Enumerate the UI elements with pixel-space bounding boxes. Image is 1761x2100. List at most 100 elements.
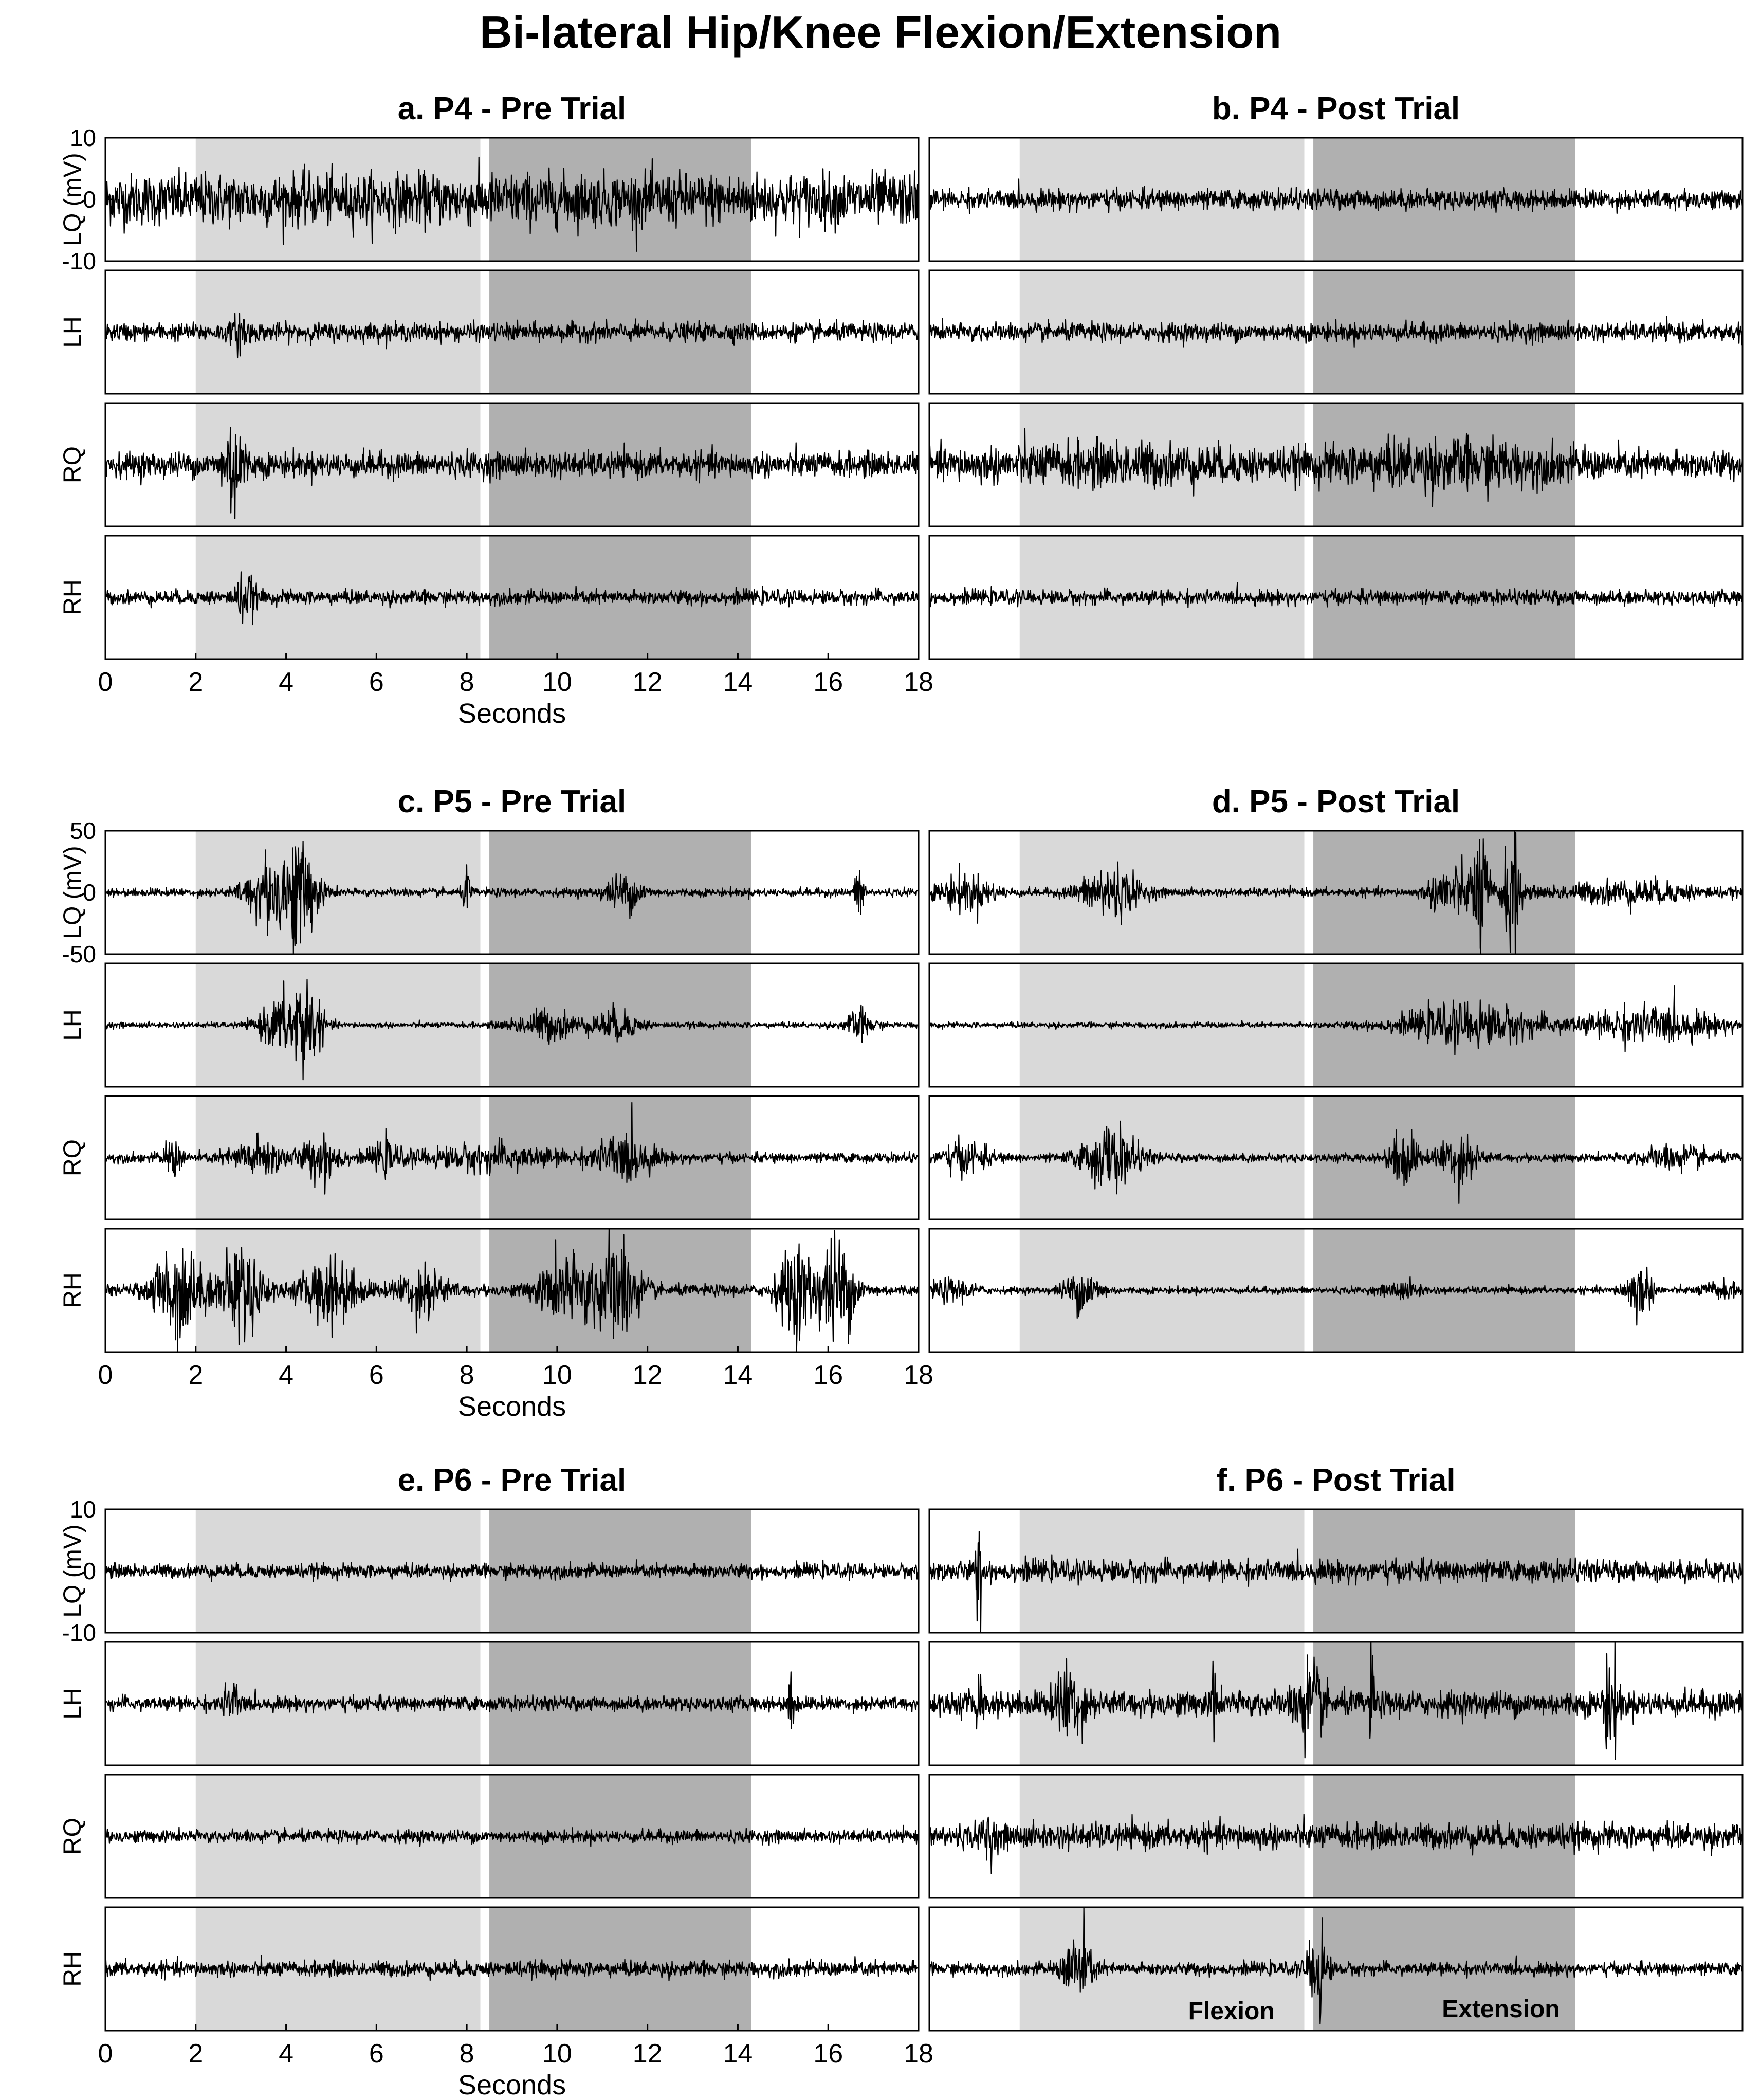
y-axis-label: LH bbox=[59, 316, 86, 348]
axes-lh bbox=[928, 269, 1744, 395]
axes-box bbox=[104, 1095, 920, 1220]
axes-box bbox=[928, 1228, 1744, 1353]
subplot-title: a. P4 - Pre Trial bbox=[398, 91, 627, 126]
x-tick-label: 18 bbox=[904, 2039, 933, 2069]
y-axis-label: LH bbox=[59, 1009, 86, 1040]
axes-rq bbox=[928, 1095, 1744, 1220]
axes-rh: RH bbox=[59, 1906, 920, 2032]
emg-trace-rh bbox=[104, 1955, 920, 1981]
x-tick-label: 16 bbox=[813, 2039, 843, 2069]
axes-lq bbox=[928, 830, 1744, 955]
x-tick-label: 0 bbox=[98, 667, 113, 697]
chart-panel-c: c. P5 - Pre Trial LQ (mV)50 0 -50 LH RQ RH 0 2 4 6… bbox=[59, 784, 933, 1422]
axes-box bbox=[928, 137, 1744, 262]
axes-box bbox=[104, 535, 920, 660]
x-tick-label: 4 bbox=[279, 2039, 293, 2069]
emg-trace-lh bbox=[928, 1641, 1743, 1760]
y-axis-label: RQ bbox=[59, 1139, 86, 1176]
y-axis-label: RH bbox=[59, 1272, 86, 1308]
axes-box bbox=[104, 269, 920, 395]
axes-lq bbox=[928, 1508, 1744, 1634]
x-axis-label: Seconds bbox=[458, 698, 566, 729]
axes-box bbox=[104, 1906, 920, 2032]
axes-rh bbox=[928, 535, 1744, 660]
x-tick-label: 10 bbox=[542, 2039, 572, 2069]
x-tick-label: 2 bbox=[188, 1360, 203, 1390]
x-tick-label: 4 bbox=[279, 1360, 293, 1390]
y-axis-label: RQ bbox=[59, 446, 86, 483]
axes-box bbox=[104, 1774, 920, 1899]
x-tick-label: 14 bbox=[723, 667, 753, 697]
emg-trace-lq bbox=[928, 178, 1744, 214]
emg-trace-lq bbox=[104, 1559, 920, 1582]
emg-trace-lh bbox=[104, 1671, 920, 1729]
x-axis-label: Seconds bbox=[458, 1391, 566, 1422]
emg-trace-rh bbox=[105, 1228, 920, 1353]
y-axis-label: LQ (mV) bbox=[59, 153, 86, 246]
subplot-title: d. P5 - Post Trial bbox=[1212, 784, 1460, 819]
emg-trace-rh bbox=[104, 571, 920, 626]
axes-box bbox=[928, 1095, 1744, 1220]
figure-title: Bi-lateral Hip/Knee Flexion/Extension bbox=[480, 7, 1281, 58]
x-tick-label: 14 bbox=[723, 1360, 753, 1390]
x-axis: 0 2 4 6 8 10 12 14 16 18 Seconds bbox=[98, 653, 933, 729]
emg-trace-lh bbox=[928, 985, 1744, 1055]
y-axis-label: RH bbox=[59, 579, 86, 615]
axes-rq: RQ bbox=[59, 1774, 920, 1899]
axes-rq bbox=[928, 1774, 1744, 1899]
x-tick-label: 2 bbox=[188, 2039, 203, 2069]
y-axis-label: RH bbox=[59, 1951, 86, 1986]
emg-trace-rq bbox=[929, 1120, 1744, 1204]
axes-rq: RQ bbox=[59, 1095, 920, 1220]
x-tick-label: 0 bbox=[98, 1360, 113, 1390]
y-tick-label: -10 bbox=[62, 1619, 96, 1646]
subplot-title: e. P6 - Pre Trial bbox=[398, 1463, 627, 1498]
chart-panel-f: f. P6 - Post Trial Flexion Extension bbox=[928, 1463, 1744, 2032]
x-tick-label: 0 bbox=[98, 2039, 113, 2069]
axes-box bbox=[928, 830, 1744, 955]
subplot-title: b. P4 - Post Trial bbox=[1212, 91, 1460, 126]
axes-lq bbox=[928, 137, 1744, 262]
emg-trace-lq bbox=[928, 830, 1744, 955]
axes-lh bbox=[928, 962, 1744, 1088]
axes-box bbox=[928, 535, 1744, 660]
axes-box bbox=[928, 1906, 1744, 2032]
x-tick-label: 14 bbox=[723, 2039, 753, 2069]
axes-lh: LH bbox=[59, 962, 920, 1088]
y-tick-label: -50 bbox=[62, 941, 96, 967]
x-tick-label: 12 bbox=[633, 1360, 663, 1390]
x-axis: 0 2 4 6 8 10 12 14 16 18 Seconds bbox=[98, 1346, 933, 1422]
axes-box bbox=[928, 269, 1744, 395]
axes-box bbox=[104, 402, 920, 527]
x-axis: 0 2 4 6 8 10 12 14 16 18 Seconds bbox=[98, 2024, 933, 2100]
axes-rh bbox=[928, 1906, 1744, 2032]
axes-box bbox=[928, 1641, 1744, 1766]
x-tick-label: 6 bbox=[369, 1360, 384, 1390]
x-tick-label: 12 bbox=[633, 2039, 663, 2069]
x-tick-label: 16 bbox=[813, 1360, 843, 1390]
x-tick-label: 4 bbox=[279, 667, 293, 697]
subplot-title: f. P6 - Post Trial bbox=[1216, 1463, 1455, 1498]
x-tick-label: 16 bbox=[813, 667, 843, 697]
x-tick-label: 10 bbox=[542, 667, 572, 697]
x-tick-label: 18 bbox=[904, 667, 933, 697]
chart-panel-b: b. P4 - Post Trial bbox=[928, 91, 1744, 660]
axes-box bbox=[104, 1641, 920, 1766]
axes-box bbox=[928, 962, 1744, 1088]
y-tick-label: 50 bbox=[70, 817, 96, 844]
y-tick-label: 10 bbox=[70, 1496, 96, 1523]
emg-trace-lh bbox=[105, 979, 920, 1081]
axes-lh bbox=[928, 1641, 1744, 1766]
x-tick-label: 18 bbox=[904, 1360, 933, 1390]
emg-trace-lh bbox=[104, 313, 920, 359]
axes-rh: RH bbox=[59, 535, 920, 660]
extension-label: Extension bbox=[1442, 1996, 1560, 2023]
axes-box bbox=[104, 1228, 920, 1353]
emg-trace-lq bbox=[928, 1531, 1744, 1634]
x-tick-label: 8 bbox=[460, 1360, 474, 1390]
x-axis-label: Seconds bbox=[458, 2070, 566, 2100]
y-axis-label: RQ bbox=[59, 1818, 86, 1855]
emg-trace-rh bbox=[928, 582, 1744, 609]
